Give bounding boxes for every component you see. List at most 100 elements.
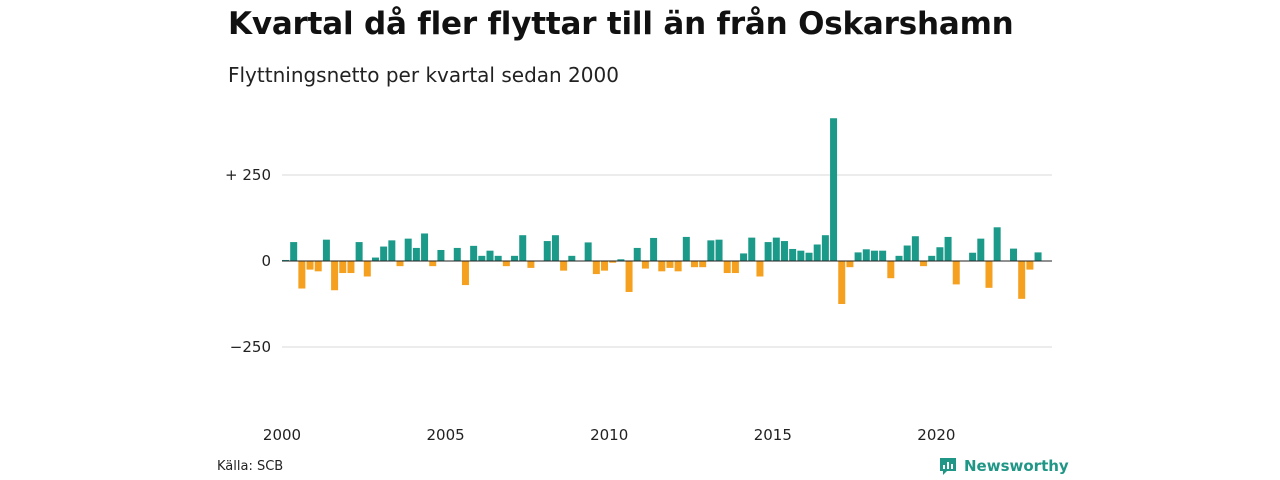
- bar: 2002 Q2: 55: [355, 242, 363, 261]
- bar: 2014 Q4: 55: [764, 242, 772, 261]
- bar: 2006 Q4: -15: [502, 261, 510, 267]
- bar: 2014 Q1: 22: [740, 253, 748, 261]
- bar: 2008 Q2: 75: [551, 235, 559, 261]
- y-tick-label: 0: [261, 252, 271, 270]
- chart-title: Kvartal då fler flyttar till än från Osk…: [228, 6, 1014, 42]
- x-tick-label: 2020: [917, 426, 955, 444]
- bar: 2004 Q1: 38: [412, 247, 420, 261]
- gridlines: [282, 174, 1052, 348]
- bar: 2011 Q3: -30: [658, 261, 666, 272]
- bar: 2011 Q2: 67: [650, 237, 658, 261]
- bar: 2010 Q3: -90: [625, 261, 633, 292]
- y-tick-label: −250: [230, 338, 271, 356]
- bar: 2010 Q4: 38: [633, 247, 641, 261]
- bar: 2011 Q4: -20: [666, 261, 674, 268]
- y-axis-labels: + 250 0 −250: [225, 166, 271, 356]
- bar: 2021 Q1: 24: [969, 252, 977, 261]
- bar: 2005 Q2: 38: [453, 247, 461, 261]
- y-tick-label: + 250: [225, 166, 271, 184]
- bar: 2015 Q2: 58: [780, 241, 788, 261]
- bar: 2001 Q1: -30: [314, 261, 322, 272]
- bar: 2021 Q2: 65: [977, 238, 985, 261]
- bar: 2020 Q3: -68: [952, 261, 960, 285]
- bar: 2017 Q1: -125: [838, 261, 846, 304]
- bar: 2001 Q2: 62: [322, 239, 330, 261]
- bar: 2004 Q2: 80: [421, 233, 429, 261]
- bar: 2017 Q3: 25: [854, 252, 862, 261]
- source-note: Källa: SCB: [217, 459, 284, 474]
- bar: 2005 Q4: 44: [470, 245, 478, 261]
- bar: 2014 Q2: 68: [748, 237, 756, 261]
- bar: 2009 Q4: -28: [601, 261, 609, 271]
- bar: 2016 Q1: 24: [805, 252, 813, 261]
- bar: 2019 Q4: 15: [928, 255, 936, 261]
- bar: 2019 Q2: 72: [911, 236, 919, 261]
- x-tick-label: 2015: [754, 426, 792, 444]
- bar: 2022 Q2: 36: [1010, 248, 1018, 261]
- bar: 2014 Q3: -45: [756, 261, 764, 277]
- bar: 2002 Q4: 10: [371, 257, 379, 261]
- bar: 2001 Q3: -85: [331, 261, 339, 291]
- bar: 2023 Q1: 25: [1034, 252, 1042, 261]
- chart-subtitle: Flyttningsnetto per kvartal sedan 2000: [228, 63, 619, 87]
- bar: 2013 Q2: 62: [715, 239, 723, 261]
- bar: 2006 Q2: 30: [486, 250, 494, 261]
- bar: 2013 Q1: 60: [707, 240, 715, 261]
- bar: 2021 Q4: 98: [993, 227, 1001, 261]
- bar: 2015 Q3: 35: [789, 248, 797, 261]
- newsworthy-logo-icon: [940, 458, 956, 475]
- bar: 2004 Q3: -15: [429, 261, 437, 267]
- bar: 2018 Q2: 30: [879, 250, 887, 261]
- bar: 2013 Q4: -35: [731, 261, 739, 274]
- bar: 2008 Q4: 15: [568, 255, 576, 261]
- bar: 2018 Q3: -50: [887, 261, 895, 279]
- bar: 2016 Q2: 48: [813, 244, 821, 261]
- bar: 2003 Q1: 42: [380, 246, 388, 261]
- bar: 2018 Q1: 30: [870, 250, 878, 261]
- bar: 2015 Q4: 30: [797, 250, 805, 261]
- bar: 2005 Q3: -70: [461, 261, 469, 286]
- x-tick-label: 2005: [427, 426, 465, 444]
- bar: 2003 Q4: 65: [404, 238, 412, 261]
- x-axis-labels: 2000 2005 2010 2015 2020: [263, 426, 956, 444]
- bar: 2020 Q1: 40: [936, 247, 944, 261]
- bar: 2021 Q3: -78: [985, 261, 993, 288]
- bar: 2017 Q2: -18: [846, 261, 854, 268]
- bar: 2010 Q1: -5: [609, 261, 617, 263]
- bar: 2003 Q3: -15: [396, 261, 404, 267]
- x-tick-label: 2010: [590, 426, 628, 444]
- bar: 2000 Q3: -80: [298, 261, 306, 289]
- bar: 2006 Q3: 15: [494, 255, 502, 261]
- bar: 2012 Q4: -18: [699, 261, 707, 268]
- bar: 2011 Q1: -22: [641, 261, 649, 269]
- bar: 2006 Q1: 15: [478, 255, 486, 261]
- bar: 2016 Q3: 75: [821, 235, 829, 261]
- bar: 2007 Q1: 15: [511, 255, 519, 261]
- bar: 2007 Q2: 75: [519, 235, 527, 261]
- bar: 2002 Q3: -45: [363, 261, 371, 277]
- bar: 2000 Q1: 3: [282, 259, 289, 261]
- bar: 2017 Q4: 34: [862, 249, 870, 261]
- bar: 2004 Q4: 32: [437, 249, 445, 261]
- bar: 2020 Q2: 70: [944, 236, 952, 261]
- bars: 2000 Q1: 32000 Q2: 552000 Q3: -802000 Q4…: [282, 118, 1042, 304]
- brand-name: Newsworthy: [964, 457, 1069, 475]
- bar: 2012 Q2: 70: [682, 236, 690, 261]
- bar: 2009 Q2: 54: [584, 242, 592, 261]
- bar: 2007 Q3: -20: [527, 261, 535, 268]
- bar: 2012 Q1: -30: [674, 261, 682, 272]
- bar: 2001 Q4: -35: [339, 261, 347, 274]
- bar: 2019 Q3: -15: [920, 261, 928, 267]
- bar: 2009 Q3: -38: [592, 261, 600, 275]
- x-tick-label: 2000: [263, 426, 301, 444]
- bar: 2016 Q4: 415: [830, 118, 838, 262]
- bar: 2000 Q2: 55: [290, 242, 298, 261]
- bar: 2022 Q4: -25: [1026, 261, 1034, 270]
- brand-logo[interactable]: Newsworthy: [938, 456, 1069, 476]
- bar: 2012 Q3: -18: [691, 261, 698, 268]
- bar: 2013 Q3: -35: [723, 261, 731, 274]
- bar: 2008 Q1: 58: [543, 241, 551, 261]
- bar: 2002 Q1: -35: [347, 261, 355, 274]
- bar: 2003 Q2: 60: [388, 240, 396, 261]
